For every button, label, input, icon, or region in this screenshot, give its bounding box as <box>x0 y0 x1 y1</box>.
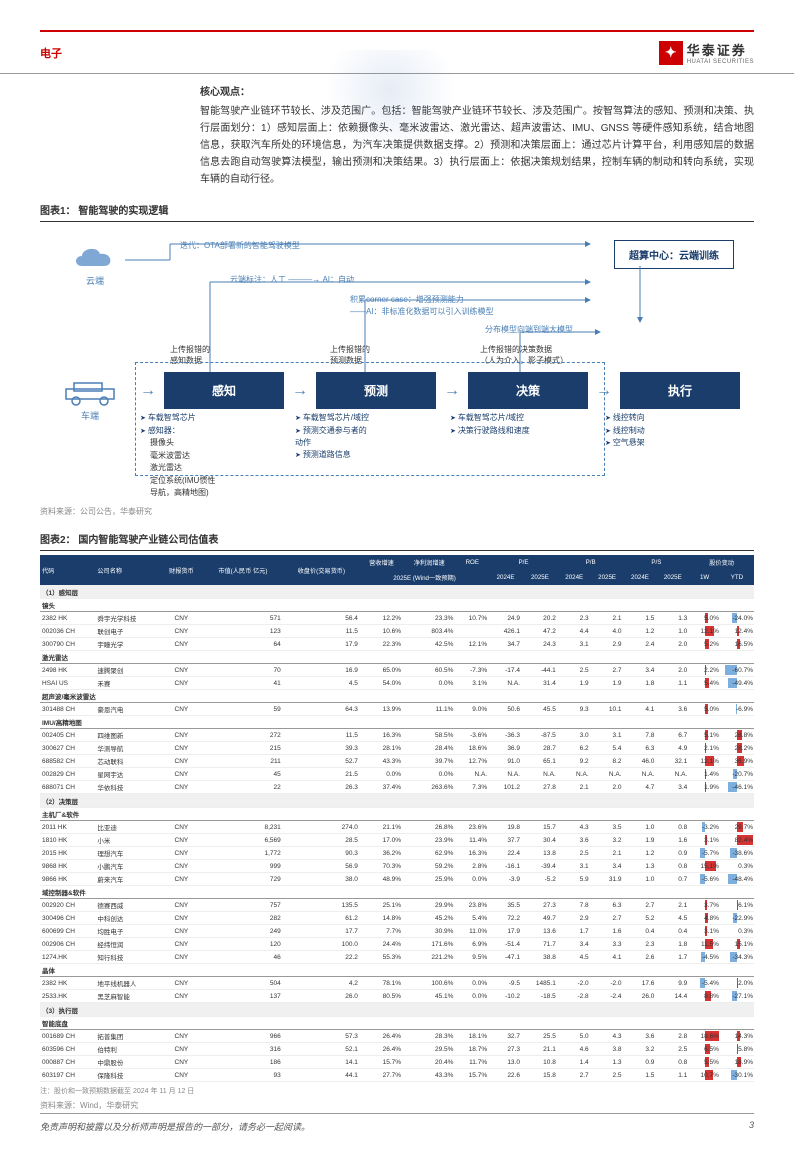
table-source: 资料来源：Wind，华泰研究 <box>40 1100 754 1111</box>
disclaimer: 免责声明和披露以及分析师声明是报告的一部分，请务必一起阅读。 <box>40 1120 310 1133</box>
chart1-source: 资料来源：公司公告，华泰研究 <box>40 506 754 517</box>
arrow-icon: → <box>596 382 612 400</box>
col-prediction: 车载智驾芯片/域控 预测交通参与者的 动作 预测道路信息 <box>295 412 420 499</box>
car-label: 车端 <box>60 409 120 422</box>
table-head: 代码公司名称 财报货币市值(人民币 亿元)收盘价(交易货币) 营收增速净利润增速… <box>40 555 754 585</box>
diagram-lines <box>40 232 754 372</box>
logo-icon: ✦ <box>659 41 683 65</box>
table-body: （1）感知层镜头2382 HK舜宇光学科技CNY57156.412.2%23.3… <box>40 585 754 1082</box>
col-perception: 车载智驾芯片 感知器： 摄像头 毫米波雷达 激光雷达 定位系统(IMU惯性 导航… <box>140 412 265 499</box>
arrow-icon: → <box>140 382 156 400</box>
category-label: 电子 <box>40 45 62 61</box>
box-prediction: 预测 <box>316 372 436 409</box>
box-decision: 决策 <box>468 372 588 409</box>
box-perception: 感知 <box>164 372 284 409</box>
logo-cn-text: 华泰证券 <box>687 40 754 59</box>
brand-logo: ✦ 华泰证券 HUATAI SECURITIES <box>659 40 754 65</box>
col-execution: 线控转向 线控制动 空气悬架 <box>605 412 730 499</box>
table-hr <box>40 550 754 551</box>
below-columns: 车载智驾芯片 感知器： 摄像头 毫米波雷达 激光雷达 定位系统(IMU惯性 导航… <box>140 412 754 499</box>
top-border <box>40 30 754 32</box>
page-number: 3 <box>749 1120 754 1133</box>
main-flow-row: → 感知 → 预测 → 决策 → 执行 <box>140 372 754 409</box>
logo-en-text: HUATAI SECURITIES <box>687 59 754 65</box>
chart1-title: 图表1： 智能驾驶的实现逻辑 <box>40 202 754 217</box>
valuation-table-wrap: 代码公司名称 财报货币市值(人民币 亿元)收盘价(交易货币) 营收增速净利润增速… <box>40 555 754 1082</box>
chart1-hr <box>40 221 754 222</box>
page-footer: 免责声明和披露以及分析师声明是报告的一部分，请务必一起阅读。 3 <box>40 1113 754 1133</box>
diagram-logic: 云端 车端 超算中心：云端训练 迭代：OTA部署新的智能驾驶模型 云端标注：人工… <box>40 232 754 502</box>
car-icon <box>60 377 120 407</box>
arrow-icon: → <box>292 382 308 400</box>
arrow-icon: → <box>444 382 460 400</box>
car-node: 车端 <box>60 377 120 422</box>
box-execution: 执行 <box>620 372 740 409</box>
table-title: 图表2： 国内智能驾驶产业链公司估值表 <box>40 531 754 546</box>
col-decision: 车载智驾芯片/域控 决策行驶路线和速度 <box>450 412 575 499</box>
valuation-table: 代码公司名称 财报货币市值(人民币 亿元)收盘价(交易货币) 营收增速净利润增速… <box>40 555 754 1082</box>
globe-decoration <box>300 50 480 150</box>
table-note: 注：股价和一致预期数据截至 2024 年 11 月 12 日 <box>40 1086 754 1096</box>
